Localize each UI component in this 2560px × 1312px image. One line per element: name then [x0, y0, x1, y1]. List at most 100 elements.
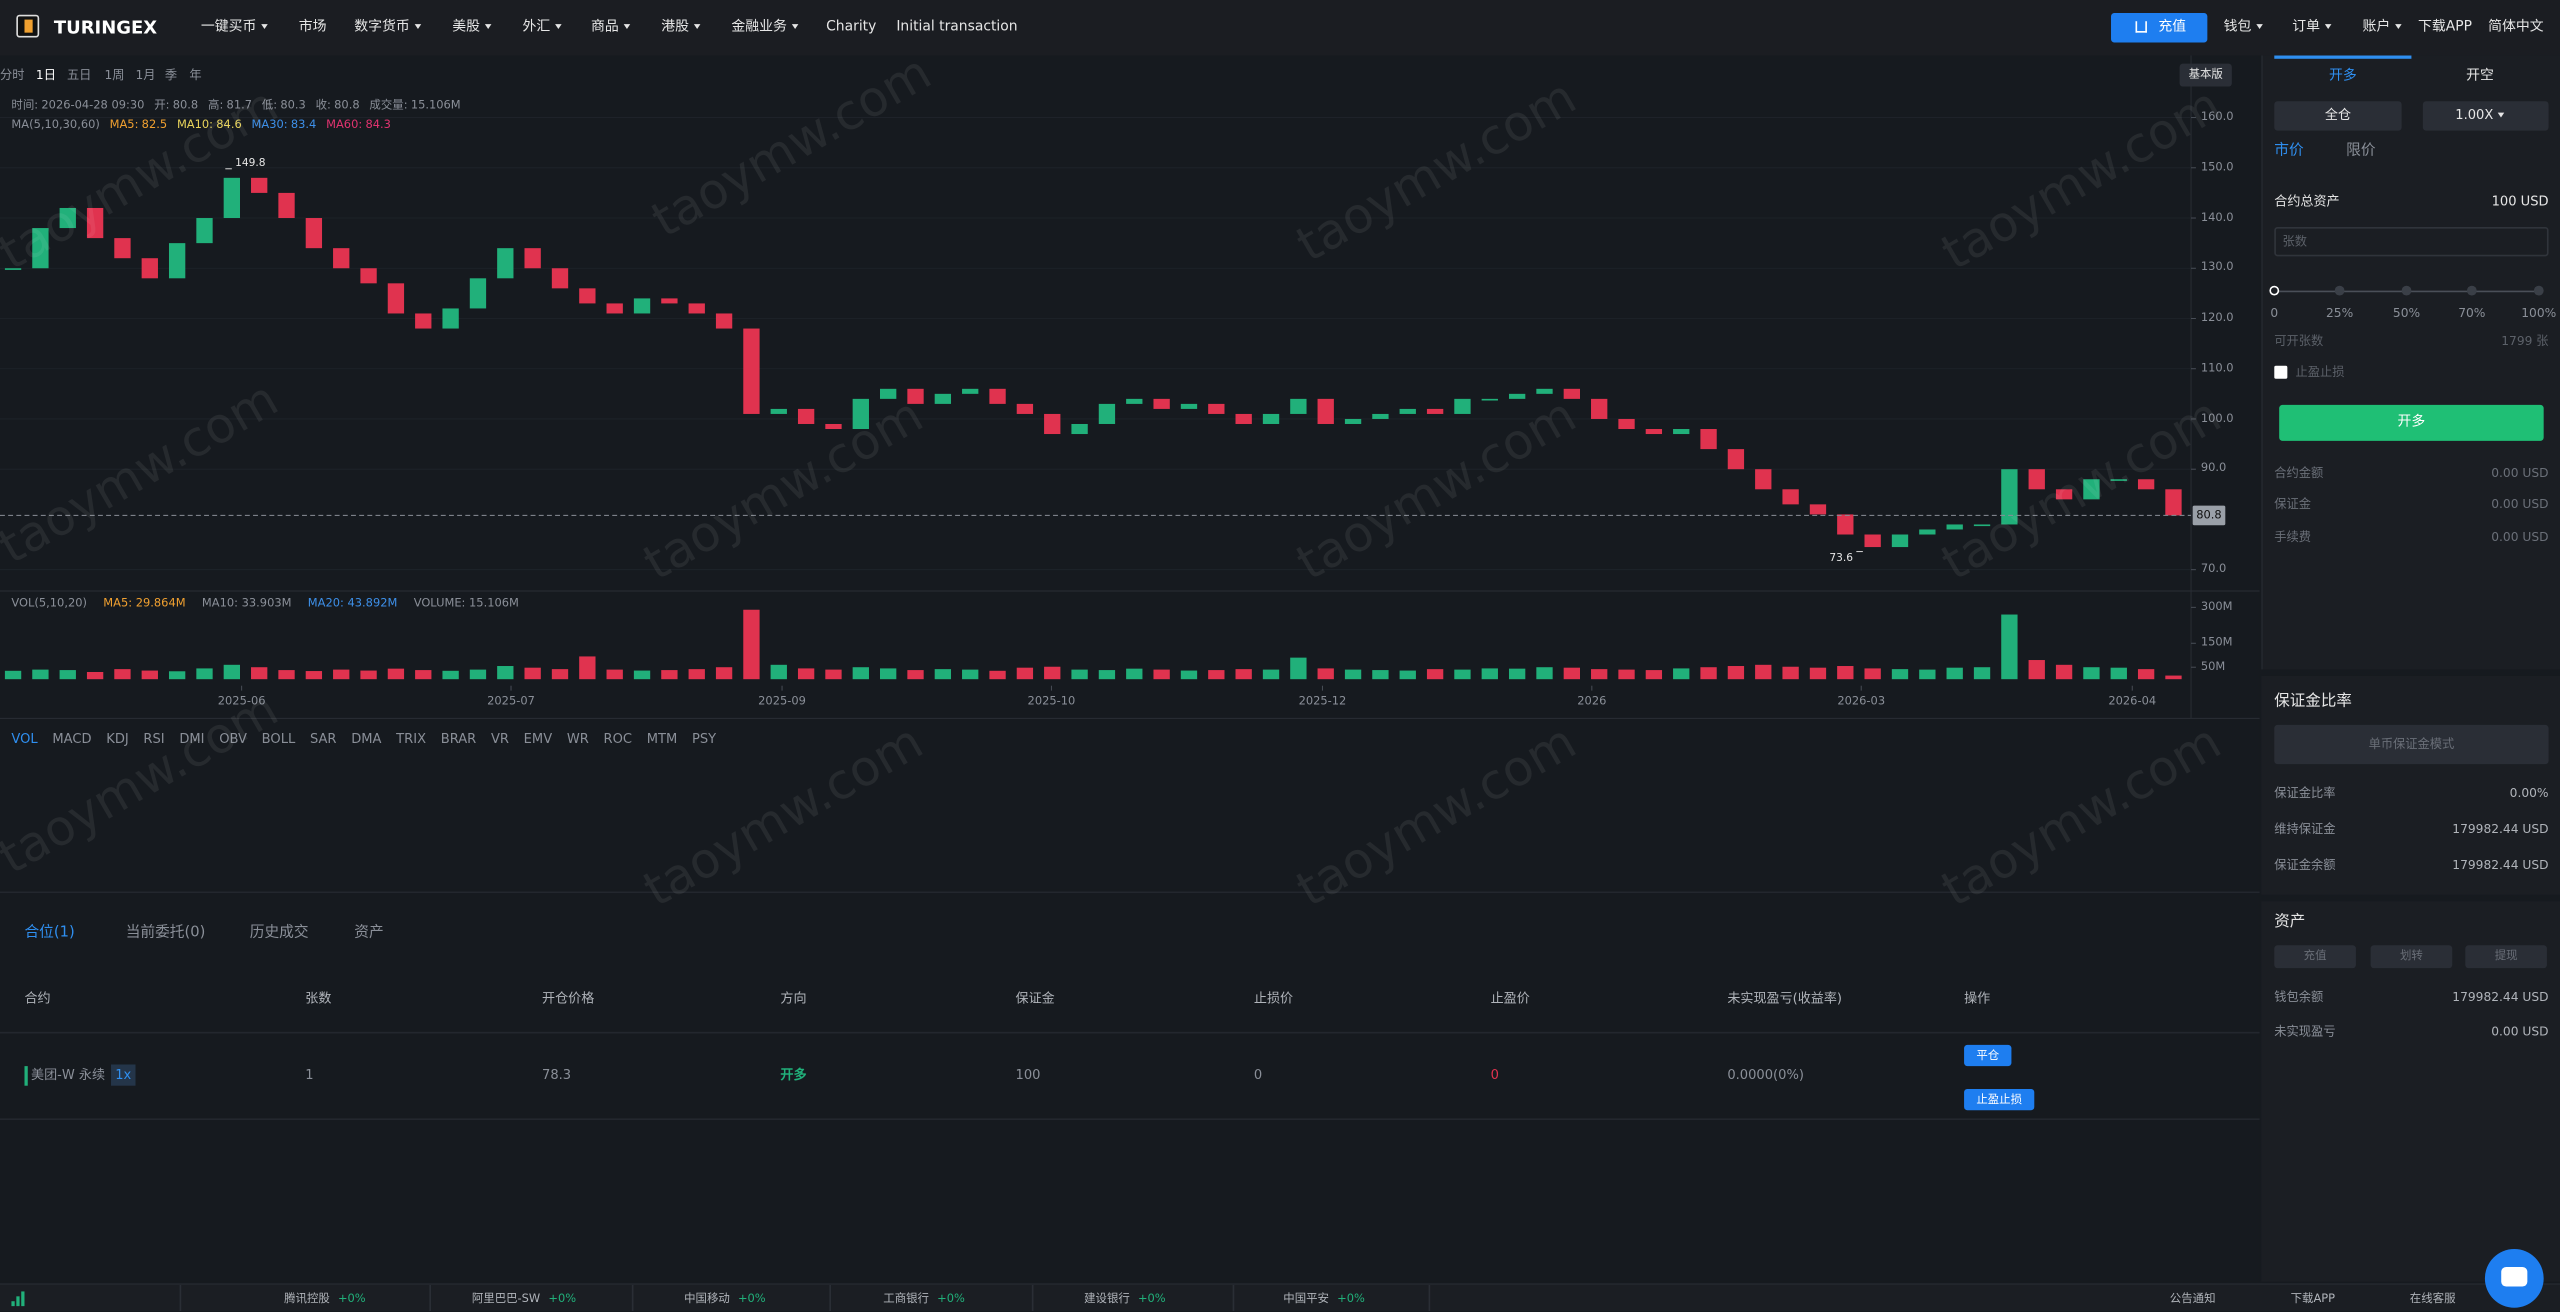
- slider-stop[interactable]: [2334, 285, 2345, 296]
- candle: [1481, 398, 1498, 401]
- volume-bar: [1126, 668, 1143, 680]
- margin-label: 保证金比率: [2274, 785, 2336, 801]
- volume-bar: [1454, 669, 1471, 680]
- volume-bar: [1591, 669, 1608, 680]
- version-label[interactable]: 基本版: [2188, 67, 2223, 81]
- tpsl-label[interactable]: 止盈止损: [1976, 1092, 2023, 1106]
- nav-item[interactable]: Initial transaction: [896, 19, 1018, 36]
- order-tab[interactable]: 开空: [2466, 68, 2494, 85]
- submit-button[interactable]: [2279, 404, 2544, 441]
- indicator-tab[interactable]: VOL: [11, 731, 38, 747]
- indicator-tab[interactable]: DMI: [179, 731, 205, 747]
- asset-button-label[interactable]: 划转: [2400, 949, 2423, 963]
- indicator-tab[interactable]: DMA: [351, 731, 382, 747]
- candle: [1235, 413, 1252, 424]
- position-tab[interactable]: 资产: [354, 924, 384, 942]
- asset-button[interactable]: [2465, 945, 2547, 969]
- version-button[interactable]: [2179, 63, 2232, 87]
- slider-stop[interactable]: [2466, 285, 2477, 296]
- volume-bar: [278, 670, 295, 680]
- candle: [688, 303, 705, 314]
- volume-bar: [196, 668, 213, 680]
- indicator-tab[interactable]: TRIX: [396, 731, 427, 747]
- nav-item[interactable]: 商品: [591, 21, 630, 35]
- period-tab[interactable]: 年: [189, 67, 202, 83]
- margin-mode-toggle[interactable]: [2274, 724, 2549, 765]
- margin-mode-button[interactable]: [2274, 101, 2402, 131]
- asset-button[interactable]: [2274, 945, 2356, 969]
- indicator-tab[interactable]: PSY: [691, 731, 717, 747]
- indicator-tab[interactable]: RSI: [143, 731, 165, 747]
- fee-label: 合约金额: [2274, 465, 2324, 481]
- indicator-tab[interactable]: BRAR: [440, 731, 477, 747]
- tpsl-button[interactable]: [1964, 1088, 2035, 1111]
- nav-item[interactable]: 外汇: [522, 21, 561, 35]
- period-tab[interactable]: 1周: [104, 67, 125, 83]
- qty-input[interactable]: [2274, 226, 2549, 257]
- nav-item[interactable]: 港股: [661, 21, 700, 35]
- indicator-tab[interactable]: MACD: [52, 731, 92, 747]
- candle: [1591, 398, 1608, 419]
- indicator-tab[interactable]: OBV: [219, 731, 247, 747]
- candle: [1180, 403, 1198, 409]
- close-label[interactable]: 平仓: [1976, 1048, 2000, 1062]
- footer-link[interactable]: 在线客服: [2409, 1291, 2456, 1305]
- period-tab[interactable]: 分时: [0, 67, 25, 83]
- indicator-tab[interactable]: EMV: [523, 731, 553, 747]
- slider-stop[interactable]: [2401, 285, 2412, 296]
- indicator-tab[interactable]: KDJ: [106, 731, 129, 747]
- nav-item[interactable]: 账户: [2362, 21, 2401, 35]
- nav-item[interactable]: 数字货币: [354, 21, 421, 35]
- footer-link[interactable]: 下载APP: [2290, 1291, 2336, 1305]
- position-tab[interactable]: 合位(1): [24, 924, 75, 942]
- candle: [1016, 403, 1034, 414]
- indicator-tab[interactable]: MTM: [646, 731, 678, 747]
- nav-item[interactable]: 订单: [2292, 21, 2331, 35]
- indicator-tab[interactable]: SAR: [309, 731, 337, 747]
- asset-button[interactable]: [2370, 945, 2453, 969]
- label: 2026-04-28 09:30: [41, 98, 145, 112]
- period-tab[interactable]: 季: [164, 67, 178, 83]
- order-tab[interactable]: 开多: [2328, 68, 2357, 85]
- deposit-label[interactable]: 充值: [2158, 19, 2187, 36]
- close-button[interactable]: [1964, 1044, 2012, 1067]
- volume-bar: [1673, 668, 1690, 680]
- nav-item[interactable]: 金融业务: [731, 21, 798, 35]
- nav-item[interactable]: 钱包: [2224, 21, 2263, 35]
- slider-stop[interactable]: [2269, 285, 2280, 296]
- footer-link[interactable]: 公告通知: [2169, 1291, 2216, 1305]
- slider-stop[interactable]: [2533, 285, 2544, 296]
- period-tab[interactable]: 1月: [135, 67, 156, 83]
- margin-mode-label[interactable]: 单币保证金模式: [2368, 736, 2455, 752]
- nav-item[interactable]: 一键买币: [201, 21, 268, 35]
- nav-item[interactable]: 市场: [298, 19, 327, 36]
- nav-item[interactable]: 简体中文: [2488, 19, 2544, 36]
- indicator-tab[interactable]: ROC: [603, 731, 633, 747]
- position-tab[interactable]: 历史成交: [249, 924, 309, 942]
- asset-label: 钱包余额: [2274, 989, 2324, 1005]
- indicator-tab[interactable]: VR: [490, 731, 509, 747]
- nav-item[interactable]: 下载APP: [2417, 19, 2472, 36]
- period-tab[interactable]: 1日: [35, 67, 56, 83]
- position-tab[interactable]: 当前委托(0): [125, 924, 206, 942]
- margin-mode[interactable]: 全仓: [2324, 107, 2352, 123]
- tpsl-checkbox[interactable]: [2274, 365, 2288, 379]
- submit-label[interactable]: 开多: [2397, 414, 2426, 431]
- margin-label: 维持保证金: [2274, 821, 2336, 837]
- deposit-button[interactable]: [2111, 13, 2208, 43]
- asset-button-label[interactable]: 提现: [2494, 949, 2518, 963]
- volume-bar: [633, 670, 651, 680]
- indicator-tab[interactable]: WR: [566, 731, 589, 747]
- candle: [415, 313, 432, 329]
- nav-item[interactable]: 美股: [452, 21, 491, 35]
- candle: [1837, 514, 1854, 535]
- order-type[interactable]: 限价: [2346, 142, 2376, 160]
- nav-item[interactable]: Charity: [826, 19, 877, 36]
- order-type[interactable]: 市价: [2274, 142, 2304, 160]
- leverage[interactable]: 1.00X: [2455, 109, 2504, 122]
- indicator-tab[interactable]: BOLL: [261, 731, 296, 747]
- period-tab[interactable]: 五日: [66, 67, 92, 83]
- candle: [196, 218, 213, 244]
- qty-placeholder: 张数: [2282, 233, 2307, 249]
- asset-button-label[interactable]: 充值: [2303, 949, 2327, 963]
